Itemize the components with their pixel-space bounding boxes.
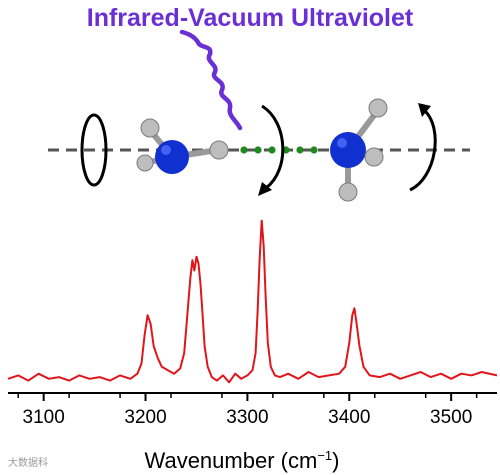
rotation-arrow-middle-icon: [258, 104, 285, 196]
nh3-right-molecule-icon: [330, 98, 388, 202]
rotation-ellipse-icon: [80, 113, 108, 187]
figure-title: Infrared-Vacuum Ultraviolet: [87, 4, 414, 32]
nh3-left-molecule-icon: [136, 118, 229, 174]
x-tick-label: 3300: [226, 407, 268, 428]
watermark-text: 大数据科: [8, 456, 48, 469]
rotation-arrow-right-icon: [409, 103, 437, 192]
photon-wave-icon: [179, 29, 243, 131]
spectrum-chart: 3100 3200 3300 3400 3500 Wavenumber (cm−1): [7, 219, 498, 473]
x-tick-label: 3100: [23, 407, 65, 428]
x-tick-label: 3500: [430, 407, 472, 428]
x-axis-label: Wavenumber (cm−1): [145, 448, 340, 473]
spectrum-series-line: [7, 219, 498, 384]
x-tick-label: 3200: [124, 407, 166, 428]
x-tick-label: 3400: [328, 407, 370, 428]
